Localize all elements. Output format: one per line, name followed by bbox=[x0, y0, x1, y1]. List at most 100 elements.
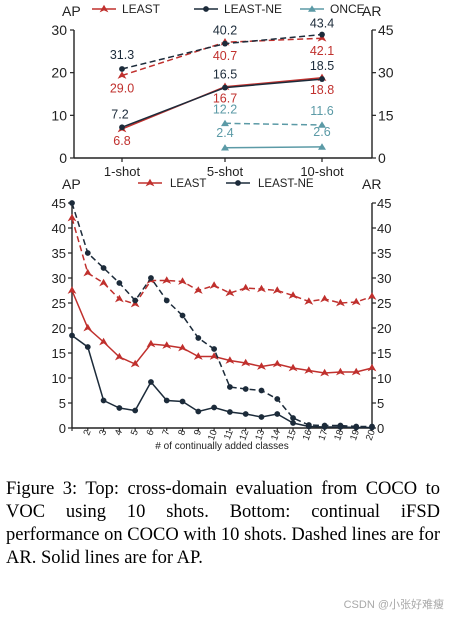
top-right-axis-title: AR bbox=[362, 3, 381, 19]
top-point-least-AR bbox=[317, 34, 327, 42]
bottom-legend-label: LEAST-NE bbox=[258, 178, 314, 190]
bottom-x-tick-label: 18 bbox=[332, 428, 346, 442]
bottom-point-least-AR bbox=[193, 286, 203, 294]
bottom-left-tick-label: 40 bbox=[52, 221, 66, 236]
top-legend-marker bbox=[308, 5, 316, 12]
bottom-point-least-AR bbox=[304, 297, 314, 305]
top-legend-label: LEAST-NE bbox=[224, 2, 282, 16]
top-point-least_ne-AP bbox=[222, 84, 228, 91]
top-left-tick-label: 0 bbox=[59, 150, 67, 166]
bottom-point-least-AR bbox=[83, 268, 93, 277]
bottom-point-least-AR bbox=[99, 278, 108, 287]
bottom-x-tick-label: 4 bbox=[113, 428, 125, 437]
top-right-tick-label: 45 bbox=[378, 22, 394, 38]
bottom-left-tick-label: 0 bbox=[59, 421, 66, 436]
bottom-right-tick-label: 25 bbox=[377, 296, 391, 311]
bottom-point-least-AR bbox=[272, 286, 282, 294]
bottom-point-least_ne-AR bbox=[148, 275, 154, 281]
bottom-point-least-AP bbox=[336, 367, 345, 376]
bottom-x-tick-label: 7 bbox=[160, 428, 172, 437]
bottom-point-least-AP bbox=[83, 323, 93, 332]
bottom-point-least-AP bbox=[257, 362, 266, 370]
bottom-point-least-AP bbox=[162, 341, 172, 349]
bottom-left-tick-label: 10 bbox=[52, 371, 66, 386]
bottom-x-tick-label: 19 bbox=[348, 428, 362, 442]
bottom-x-tick-label: 3 bbox=[97, 428, 109, 437]
top-data-label: 31.3 bbox=[110, 48, 134, 62]
bottom-right-axis-title: AR bbox=[362, 176, 381, 192]
top-x-tick-label: 5-shot bbox=[207, 164, 244, 179]
watermark: CSDN @小张好难瘦 bbox=[343, 599, 444, 611]
top-legend-label: ONCE bbox=[330, 2, 365, 16]
top-data-label: 2.6 bbox=[313, 125, 330, 139]
bottom-point-least-AP bbox=[225, 356, 235, 364]
bottom-point-least_ne-AR bbox=[290, 415, 296, 421]
bottom-point-least-AR bbox=[114, 294, 124, 303]
bottom-point-least_ne-AR bbox=[100, 265, 107, 271]
top-data-label: 43.4 bbox=[310, 17, 334, 31]
bottom-left-tick-label: 35 bbox=[52, 246, 66, 261]
bottom-point-least-AP bbox=[114, 352, 124, 361]
bottom-left-axis-title: AP bbox=[62, 176, 81, 192]
bottom-point-least_ne-AP bbox=[148, 379, 154, 385]
bottom-point-least_ne-AR bbox=[353, 423, 360, 430]
bottom-point-least-AR bbox=[336, 298, 345, 307]
top-series-line-once-AP bbox=[224, 146, 323, 149]
top-point-once-AR bbox=[221, 119, 229, 127]
bottom-point-least_ne-AR bbox=[116, 280, 123, 286]
bottom-left-tick-label: 5 bbox=[59, 396, 66, 411]
top-left-tick-label: 20 bbox=[51, 65, 67, 81]
bottom-point-least_ne-AP bbox=[274, 411, 281, 417]
top-right-tick-label: 30 bbox=[378, 65, 394, 81]
bottom-point-least-AP bbox=[209, 352, 219, 360]
bottom-point-least_ne-AR bbox=[258, 387, 265, 394]
top-data-label: 18.8 bbox=[310, 83, 334, 97]
bottom-point-least_ne-AR bbox=[179, 312, 186, 319]
bottom-point-least-AR bbox=[178, 277, 187, 285]
top-data-label: 6.8 bbox=[113, 134, 130, 148]
bottom-x-tick-label: 10 bbox=[206, 428, 220, 442]
bottom-point-least_ne-AP bbox=[211, 404, 218, 411]
bottom-x-tick-label: 13 bbox=[253, 428, 267, 442]
bottom-point-least_ne-AP bbox=[226, 409, 233, 415]
bottom-point-least_ne-AP bbox=[195, 408, 202, 415]
figure-caption: Figure 3: Top: cross-domain evaluation f… bbox=[6, 479, 440, 568]
bottom-point-least-AP bbox=[367, 363, 377, 372]
bottom-x-tick-label: 16 bbox=[301, 428, 315, 442]
top-x-tick-label: 10-shot bbox=[300, 164, 344, 179]
bottom-x-tick-label: 12 bbox=[238, 428, 252, 442]
bottom-left-tick-label: 45 bbox=[52, 196, 66, 211]
top-data-label: 40.7 bbox=[213, 49, 237, 63]
bottom-legend-marker bbox=[235, 180, 241, 186]
top-point-least_ne-AR bbox=[119, 66, 125, 72]
bottom-point-least-AP bbox=[146, 339, 156, 348]
bottom-point-least-AP bbox=[130, 359, 140, 368]
top-x-tick-label: 1-shot bbox=[104, 164, 141, 179]
bottom-point-least_ne-AP bbox=[84, 344, 91, 350]
bottom-point-least-AP bbox=[241, 358, 251, 367]
bottom-point-least_ne-AR bbox=[211, 346, 218, 352]
bottom-x-axis-label: # of continually added classes bbox=[155, 441, 288, 452]
top-legend-marker bbox=[99, 4, 109, 13]
bottom-point-least_ne-AR bbox=[321, 422, 328, 429]
bottom-x-tick-label: 14 bbox=[269, 428, 283, 442]
top-series-line-once-AR bbox=[224, 122, 323, 126]
top-left-axis-title: AP bbox=[62, 3, 81, 19]
top-data-label: 7.2 bbox=[111, 107, 128, 121]
top-point-once-AR bbox=[318, 121, 326, 128]
bottom-point-least_ne-AR bbox=[84, 250, 91, 256]
top-right-tick-label: 15 bbox=[378, 107, 394, 123]
bottom-point-least_ne-AP bbox=[100, 397, 107, 404]
top-legend-label: LEAST bbox=[122, 2, 161, 16]
bottom-point-least-AP bbox=[178, 343, 187, 352]
bottom-x-tick-label: 5 bbox=[129, 428, 141, 437]
bottom-point-least-AP bbox=[304, 366, 314, 374]
bottom-point-least_ne-AR bbox=[242, 386, 249, 392]
bottom-right-tick-label: 15 bbox=[377, 346, 391, 361]
top-point-least_ne-AP bbox=[319, 76, 325, 82]
bottom-point-least_ne-AP bbox=[290, 420, 296, 426]
bottom-x-tick-label: 11 bbox=[222, 428, 236, 441]
bottom-point-least_ne-AP bbox=[258, 414, 265, 420]
bottom-point-least_ne-AP bbox=[163, 397, 170, 404]
bottom-point-least-AP bbox=[272, 359, 282, 368]
